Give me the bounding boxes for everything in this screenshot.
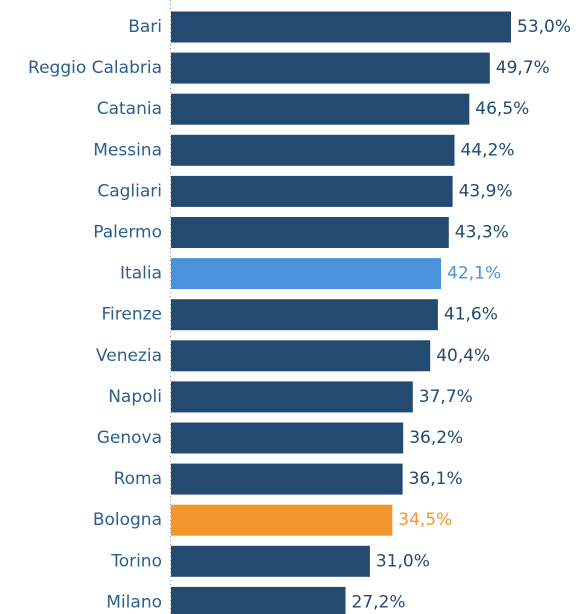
category-label-venezia: Venezia [96, 346, 162, 366]
bar-milano [171, 586, 346, 614]
bar-messina [171, 134, 455, 166]
value-label-bari: 53,0% [517, 17, 571, 37]
bar-reggio-calabria [171, 52, 490, 84]
bar-catania [171, 93, 470, 125]
category-label-italia: Italia [120, 264, 162, 284]
value-label-roma: 36,1% [409, 469, 463, 489]
bar-palermo [171, 217, 449, 248]
bar-genova [171, 422, 404, 454]
category-label-torino: Torino [110, 551, 162, 571]
value-label-milano: 27,2% [352, 592, 406, 612]
category-labels-group: Bari Reggio Calabria Catania Messina Cagliar… [28, 17, 162, 612]
bars-group [171, 11, 511, 614]
value-label-firenze: 41,6% [444, 305, 498, 325]
value-label-palermo: 43,3% [455, 223, 509, 243]
value-label-messina: 44,2% [461, 140, 515, 160]
value-label-venezia: 40,4% [436, 346, 490, 366]
bar-torino [171, 545, 370, 577]
value-labels-group: 53,0% 49,7% 46,5% 44,2% 43,9% 43,3% 42,1% 41,6%… [352, 17, 572, 612]
category-label-napoli: Napoli [108, 387, 162, 407]
value-label-cagliari: 43,9% [459, 181, 513, 201]
bar-firenze [171, 299, 438, 331]
category-label-milano: Milano [106, 592, 162, 612]
category-label-messina: Messina [93, 140, 162, 160]
value-label-genova: 36,2% [409, 428, 463, 448]
bar-bari [171, 11, 511, 43]
category-label-catania: Catania [97, 99, 162, 119]
bar-venezia [171, 340, 431, 372]
category-label-palermo: Palermo [93, 223, 162, 243]
value-label-italia: 42,1% [447, 264, 501, 284]
category-label-cagliari: Cagliari [97, 181, 162, 201]
category-label-bari: Bari [128, 17, 162, 37]
value-label-torino: 31,0% [376, 551, 430, 571]
bar-napoli [171, 381, 413, 413]
value-label-napoli: 37,7% [419, 387, 473, 407]
category-label-firenze: Firenze [102, 305, 163, 325]
bar-italia [171, 258, 442, 290]
bar-bologna [171, 504, 393, 536]
category-label-bologna: Bologna [93, 510, 162, 530]
category-label-reggio-calabria: Reggio Calabria [28, 58, 162, 78]
category-label-genova: Genova [97, 428, 162, 448]
bar-cagliari [171, 175, 453, 207]
category-label-roma: Roma [114, 469, 162, 489]
value-label-reggio-calabria: 49,7% [496, 58, 550, 78]
value-label-catania: 46,5% [475, 99, 529, 119]
bar-roma [171, 463, 403, 495]
value-label-bologna: 34,5% [398, 510, 452, 530]
